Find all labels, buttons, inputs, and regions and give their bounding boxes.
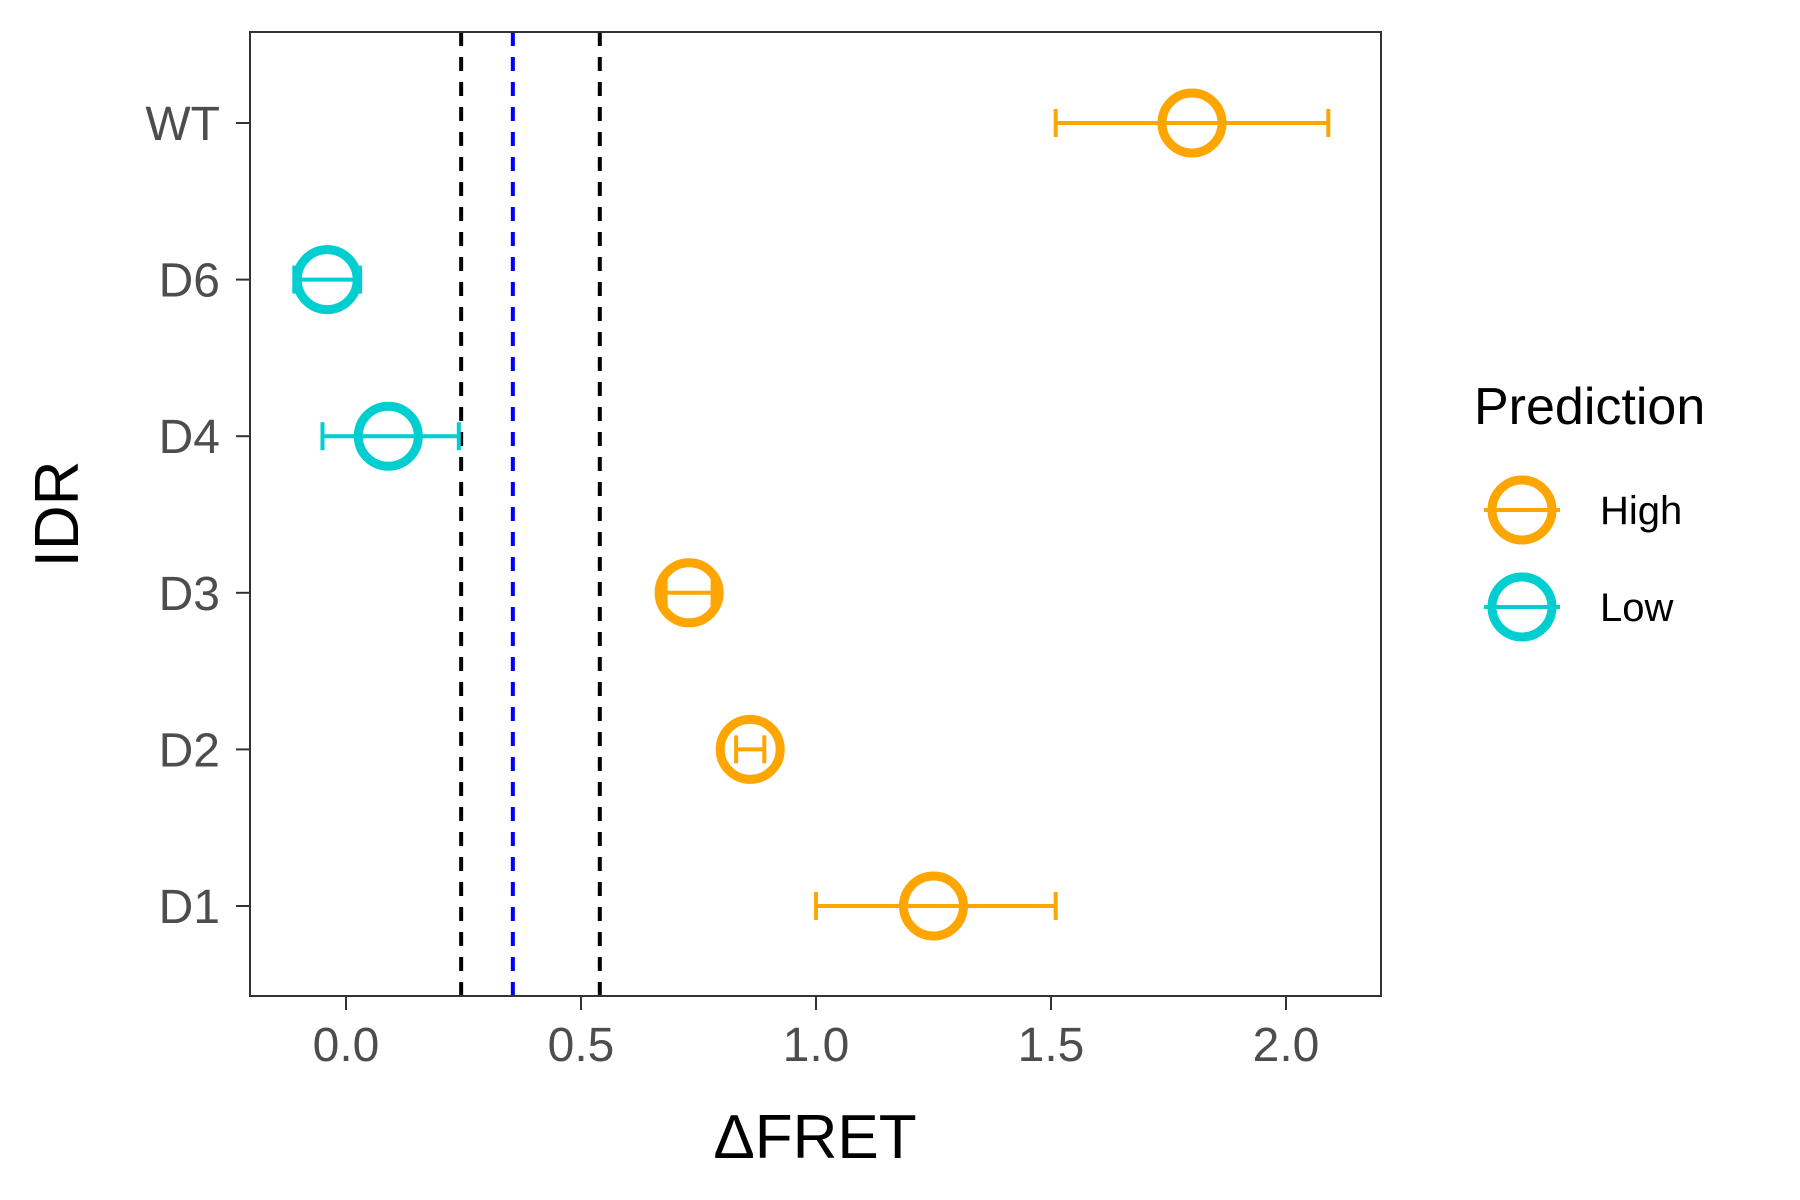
- x-tick-label: 1.0: [783, 1019, 850, 1072]
- legend-key-high-circle: [1487, 475, 1557, 545]
- x-tick-label: 0.5: [548, 1019, 615, 1072]
- data-point-d6: [292, 245, 363, 315]
- y-axis: WT D6 D4 D3 D2 D1: [145, 98, 250, 934]
- legend-label-low: Low: [1600, 586, 1673, 630]
- data-point-d2: [715, 714, 785, 784]
- y-tick-label-wt: WT: [145, 98, 220, 151]
- y-tick-label-d2: D2: [159, 724, 220, 777]
- x-tick-label: 0.0: [313, 1019, 380, 1072]
- x-axis-title: ΔFRET: [713, 1103, 916, 1172]
- legend: Prediction High Low: [1474, 378, 1705, 642]
- data-points: [292, 88, 1331, 941]
- y-tick-label-d1: D1: [159, 881, 220, 934]
- x-tick-label: 2.0: [1253, 1019, 1320, 1072]
- y-tick-label-d4: D4: [159, 411, 220, 464]
- legend-entry-low: Low: [1484, 572, 1673, 642]
- x-tick-label: 1.5: [1018, 1019, 1085, 1072]
- plot-background: [250, 32, 1381, 996]
- x-axis: 0.0 0.5 1.0 1.5 2.0: [313, 996, 1320, 1072]
- point-marker: [292, 245, 362, 315]
- legend-title: Prediction: [1474, 378, 1705, 436]
- data-point-d1: [814, 871, 1058, 941]
- legend-key-low-circle: [1487, 572, 1557, 642]
- data-point-d3: [654, 558, 724, 628]
- legend-label-high: High: [1600, 489, 1682, 533]
- point-marker: [899, 871, 968, 941]
- point-marker: [715, 714, 785, 784]
- data-point-d4: [320, 401, 461, 471]
- data-point-wt: [1053, 88, 1331, 158]
- point-marker: [654, 558, 724, 628]
- y-axis-title: IDR: [23, 461, 92, 568]
- legend-entry-high: High: [1484, 475, 1682, 545]
- y-tick-label-d6: D6: [159, 255, 220, 308]
- y-tick-label-d3: D3: [159, 568, 220, 621]
- point-marker: [353, 401, 423, 471]
- reference-lines: [459, 32, 602, 996]
- point-marker: [1157, 88, 1227, 158]
